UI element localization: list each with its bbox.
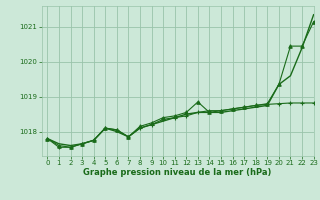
X-axis label: Graphe pression niveau de la mer (hPa): Graphe pression niveau de la mer (hPa) [84, 168, 272, 177]
